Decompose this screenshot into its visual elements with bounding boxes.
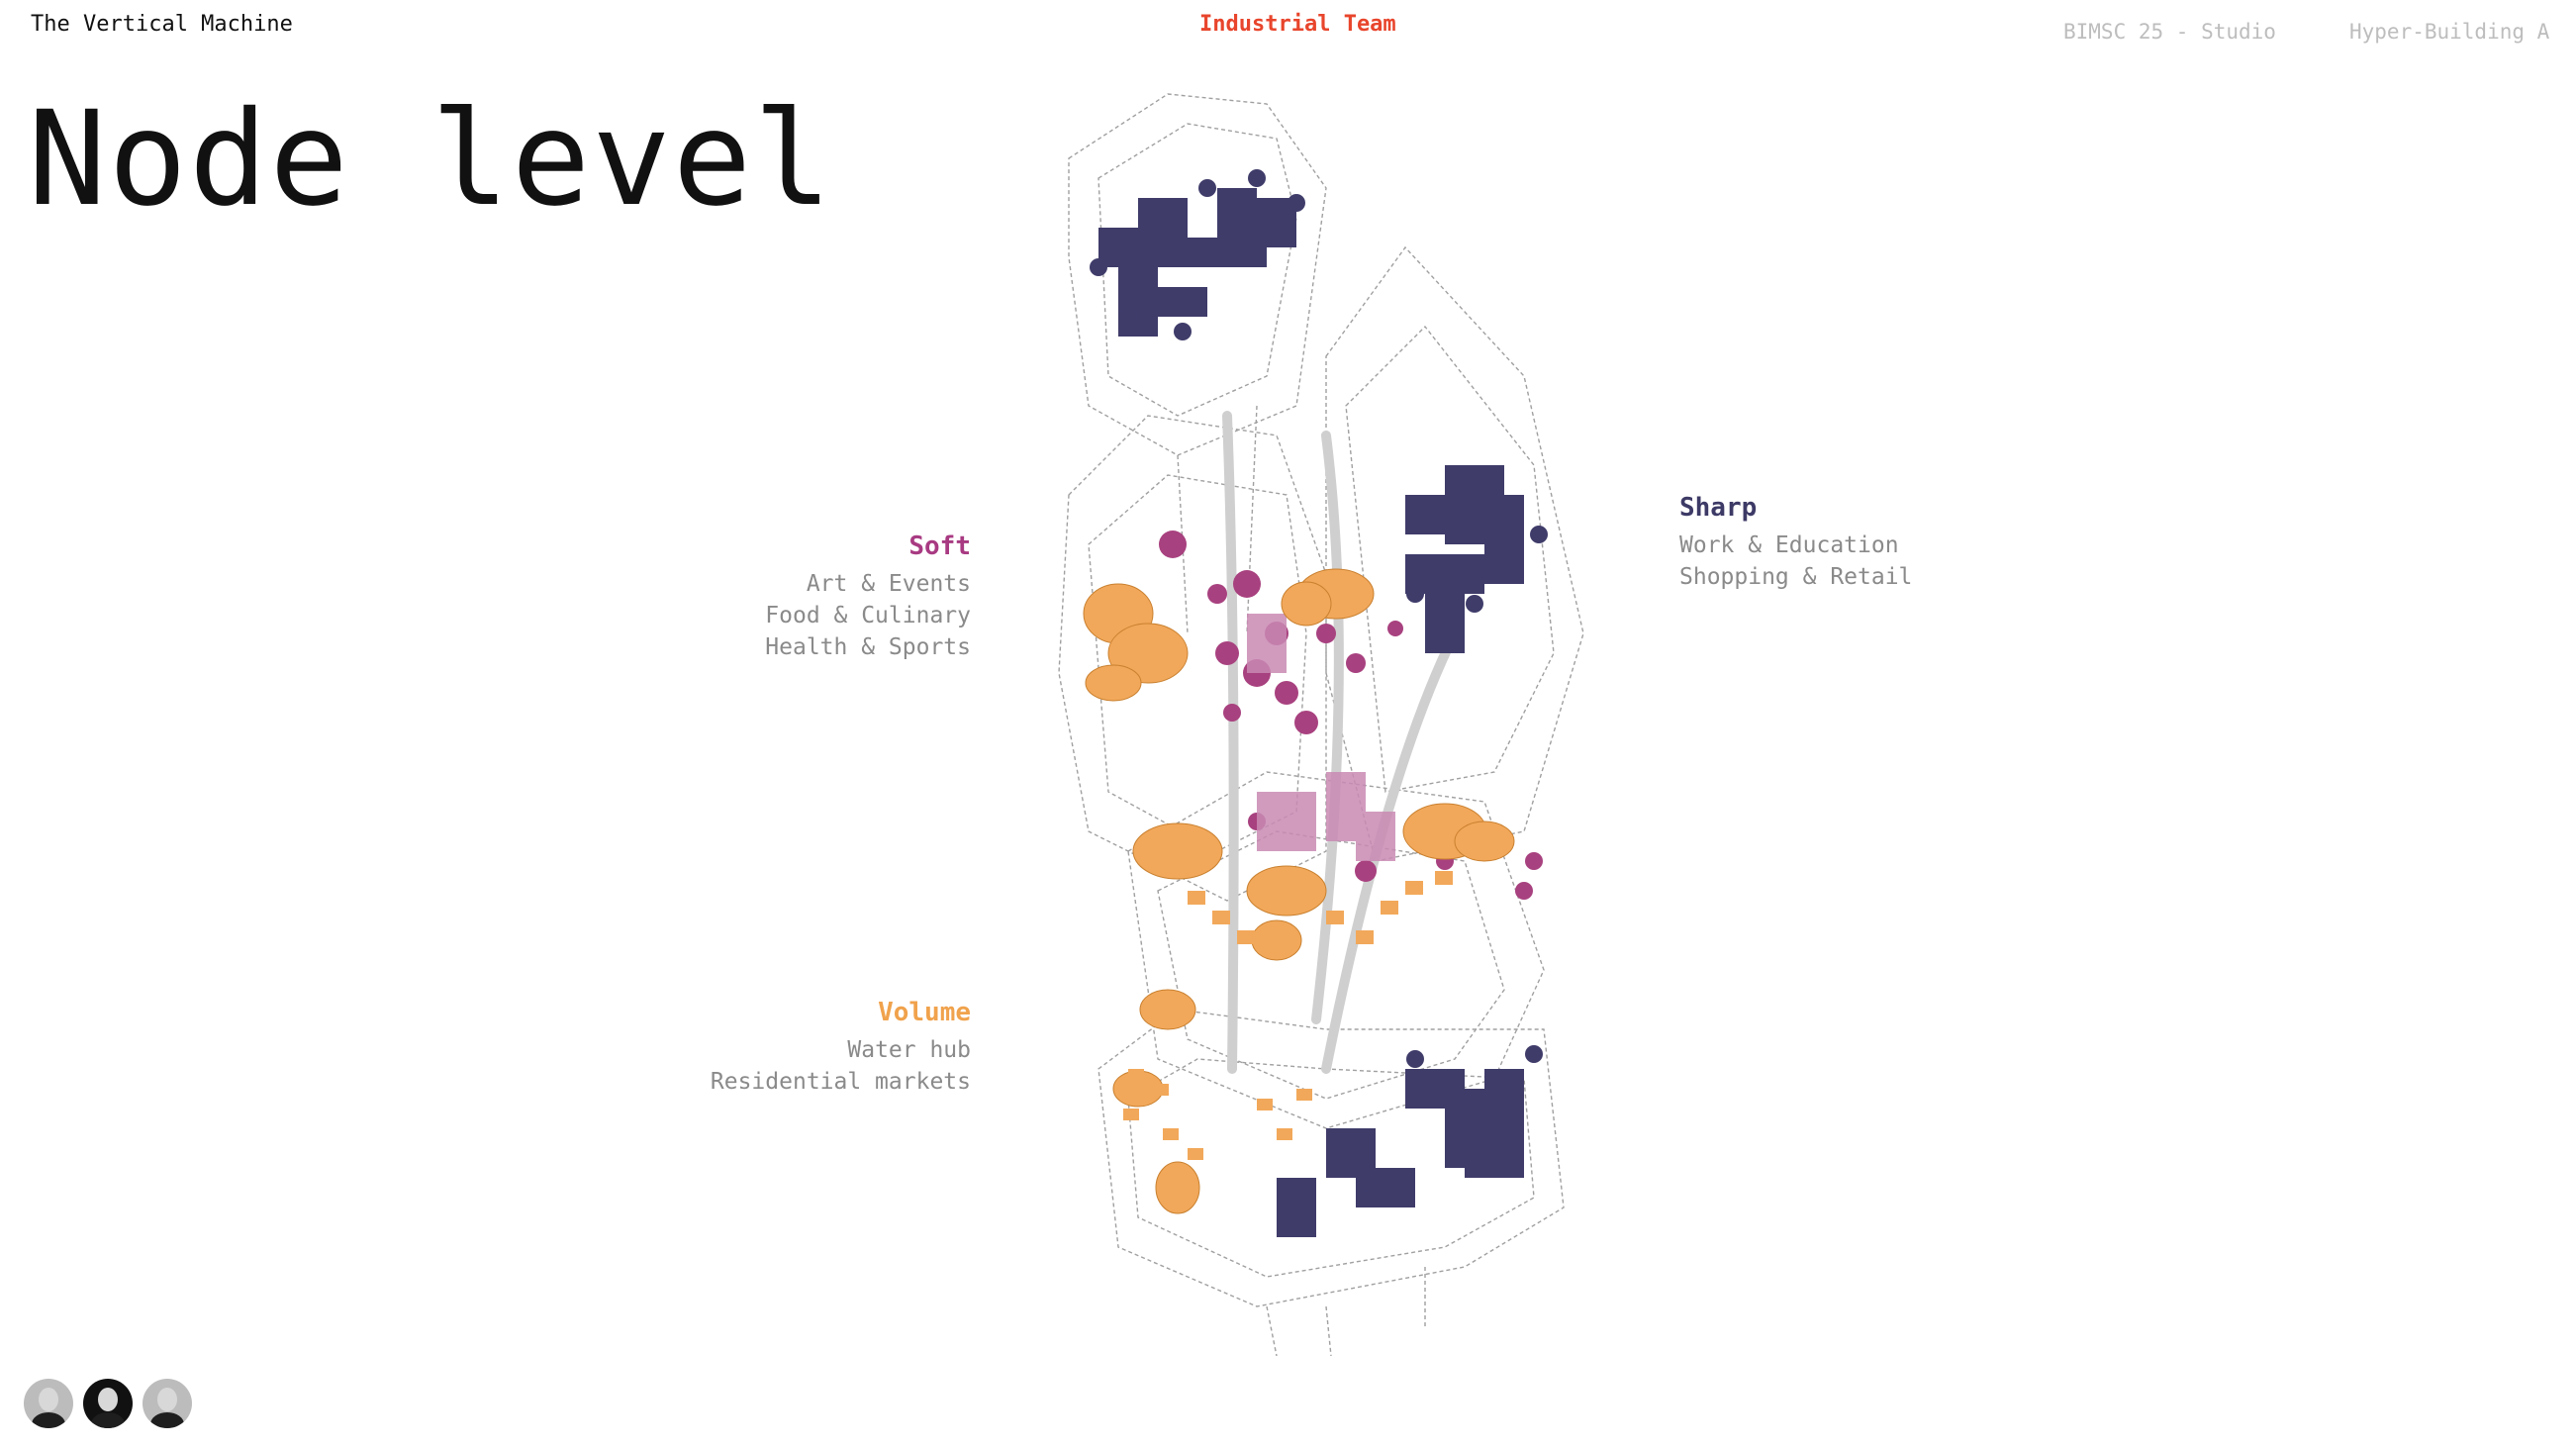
building-label: Hyper-Building A	[2349, 20, 2550, 44]
volume-legend-title: Volume	[878, 998, 971, 1027]
team-avatars	[24, 1379, 192, 1428]
sharp-legend-title: Sharp	[1679, 493, 1758, 523]
soft-item-health: Health & Sports	[765, 634, 971, 660]
soft-item-art: Art & Events	[806, 571, 971, 597]
page-title: Node level	[28, 83, 834, 236]
project-name: The Vertical Machine	[31, 12, 293, 37]
soft-legend-title: Soft	[908, 531, 971, 561]
axonometric-tower-diagram	[1058, 93, 1584, 1356]
team-member-avatar	[143, 1379, 192, 1428]
team-name: Industrial Team	[1199, 12, 1396, 37]
volume-item-residential: Residential markets	[710, 1069, 971, 1095]
team-member-avatar	[83, 1379, 133, 1428]
volume-legend: Volume Water hub Residential markets	[711, 997, 971, 1098]
volume-item-water: Water hub	[847, 1037, 971, 1063]
sharp-item-shopping: Shopping & Retail	[1679, 564, 1913, 590]
soft-item-food: Food & Culinary	[765, 603, 971, 628]
sharp-item-work: Work & Education	[1679, 532, 1899, 558]
course-label: BIMSC 25 - Studio	[2063, 20, 2276, 44]
soft-legend: Soft Art & Events Food & Culinary Health…	[765, 531, 971, 663]
sharp-legend: Sharp Work & Education Shopping & Retail	[1679, 492, 1912, 593]
team-member-avatar	[24, 1379, 73, 1428]
